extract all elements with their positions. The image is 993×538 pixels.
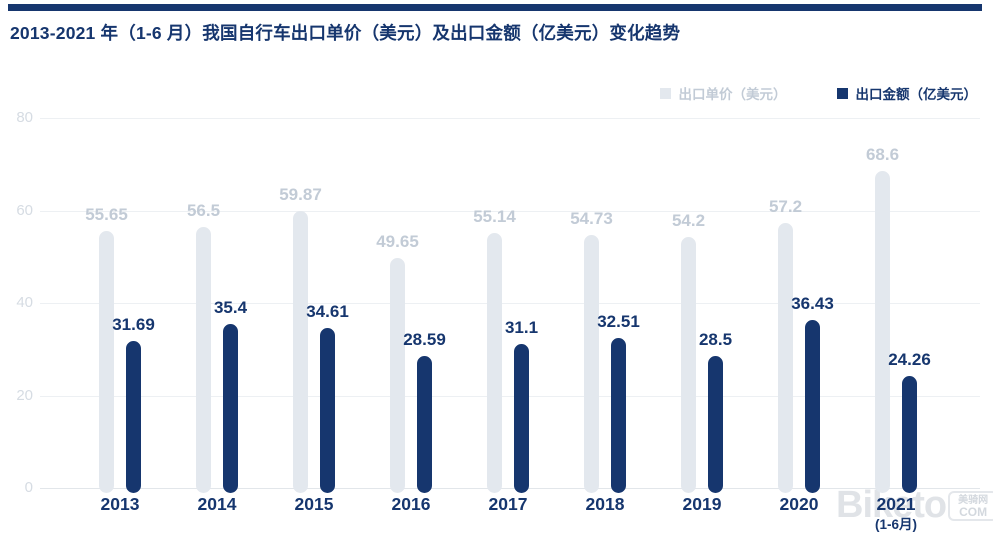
bar-value-series1-2020: 36.43 [791,293,834,313]
watermark-box-line1: 美骑网 [958,494,989,506]
x-axis-label-2020: 2020 [779,494,819,514]
y-axis-tick-40: 40 [16,294,33,311]
watermark-box-line2: COM [959,504,988,519]
bar-series1-2019 [708,356,723,493]
watermark-logo-box: 美骑网 COM [948,490,993,521]
y-axis-tick-60: 60 [16,201,33,219]
gridline-80 [40,118,980,119]
bar-series1-2014 [223,324,238,493]
bar-series0-2014 [196,226,211,493]
bar-value-series0-2018: 54.73 [570,208,613,228]
x-axis-label-2016: 2016 [391,494,431,514]
legend-item-export-amount: 出口金额（亿美元） [836,83,978,103]
x-axis-label-2015: 2015 [294,494,334,514]
bar-value-series0-2020: 57.2 [768,197,803,217]
bar-value-series0-2013: 55.65 [85,204,128,224]
bar-series1-2020 [805,319,820,493]
x-axis-label-2017: 2017 [488,494,528,514]
bar-value-series1-2021: 24.26 [888,349,931,369]
bar-series0-2019 [681,237,696,493]
x-axis-label-2018: 2018 [585,494,625,514]
bar-series1-2016 [417,355,432,493]
bar-value-series1-2014: 35.4 [213,298,248,318]
legend-swatch-unit-price [659,87,671,99]
gridline-40 [40,303,980,304]
watermark: Biketo 美骑网 COM [836,484,993,527]
gridline-0 [40,488,980,489]
bar-series0-2020 [778,223,793,493]
y-axis-tick-80: 80 [16,109,33,126]
bar-series0-2013 [99,230,114,493]
bar-series0-2015 [293,211,308,493]
legend-swatch-export-amount [836,87,848,99]
bar-series0-2021 [875,170,890,493]
bar-series1-2018 [611,337,626,493]
bar-value-series0-2021: 68.6 [865,144,900,164]
bar-series1-2021 [902,375,917,493]
legend-label-export-amount: 出口金额（亿美元） [855,87,978,102]
gridline-60 [40,210,980,212]
x-axis-label-2021: 2021 [876,494,916,514]
bar-value-series1-2017: 31.1 [504,318,539,338]
bar-value-series1-2019: 28.5 [698,330,733,350]
bar-value-series1-2013: 31.69 [112,315,155,335]
chart-legend: 出口单价（美元） 出口金额（亿美元） [659,83,978,103]
bar-series1-2015 [320,327,335,493]
bar-value-series0-2015: 59.87 [279,185,322,205]
bar-series1-2013 [126,341,141,493]
top-accent-bar [8,4,982,11]
bar-value-series1-2015: 34.61 [306,301,349,321]
bar-value-series0-2017: 55.14 [473,206,516,226]
bar-series0-2017 [487,232,502,493]
gridline-20 [40,395,980,397]
x-axis-label-2019: 2019 [682,494,722,514]
bar-series1-2017 [514,344,529,493]
bar-value-series0-2014: 56.5 [186,200,221,220]
bar-series0-2018 [584,234,599,493]
legend-item-unit-price: 出口单价（美元） [659,83,787,103]
x-axis-label-2014: 2014 [197,494,237,514]
x-axis-label-2013: 2013 [100,494,140,514]
x-axis-sublabel-2021: (1-6月) [874,517,918,532]
watermark-brand-text: Biketo [836,484,947,526]
bar-value-series0-2016: 49.65 [376,232,419,252]
legend-label-unit-price: 出口单价（美元） [678,87,787,102]
y-axis-tick-20: 20 [16,386,33,404]
y-axis-tick-0: 0 [24,479,33,496]
bar-value-series0-2019: 54.2 [671,211,706,231]
bar-series0-2016 [390,258,405,493]
bar-value-series1-2016: 28.59 [403,329,446,349]
bar-value-series1-2018: 32.51 [597,311,640,331]
chart-title: 2013-2021 年（1-6 月）我国自行车出口单价（美元）及出口金额（亿美元… [10,23,681,43]
